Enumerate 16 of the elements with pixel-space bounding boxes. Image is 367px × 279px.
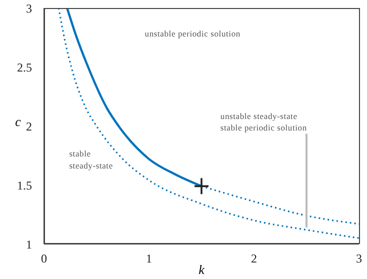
annotation: unstable periodic solution: [144, 28, 241, 38]
annotation: stable: [69, 148, 91, 159]
y-tick-label: 1.5: [17, 178, 32, 192]
annotation: steady-state: [69, 160, 113, 170]
x-tick-label: 2: [251, 252, 257, 266]
x-tick-label: 1: [146, 252, 152, 266]
annotation: unstable steady-state: [220, 110, 298, 121]
y-axis-title: c: [15, 114, 22, 129]
annotation: stable periodic solution: [220, 122, 308, 133]
y-tick-label: 2: [26, 119, 32, 134]
x-tick-label: 0: [41, 252, 47, 266]
x-tick-label: 3: [356, 252, 362, 266]
y-tick-label: 3: [26, 1, 32, 16]
y-tick-label: 2.5: [17, 60, 32, 74]
x-axis-title: k: [198, 262, 205, 277]
y-tick-label: 1: [26, 237, 32, 252]
